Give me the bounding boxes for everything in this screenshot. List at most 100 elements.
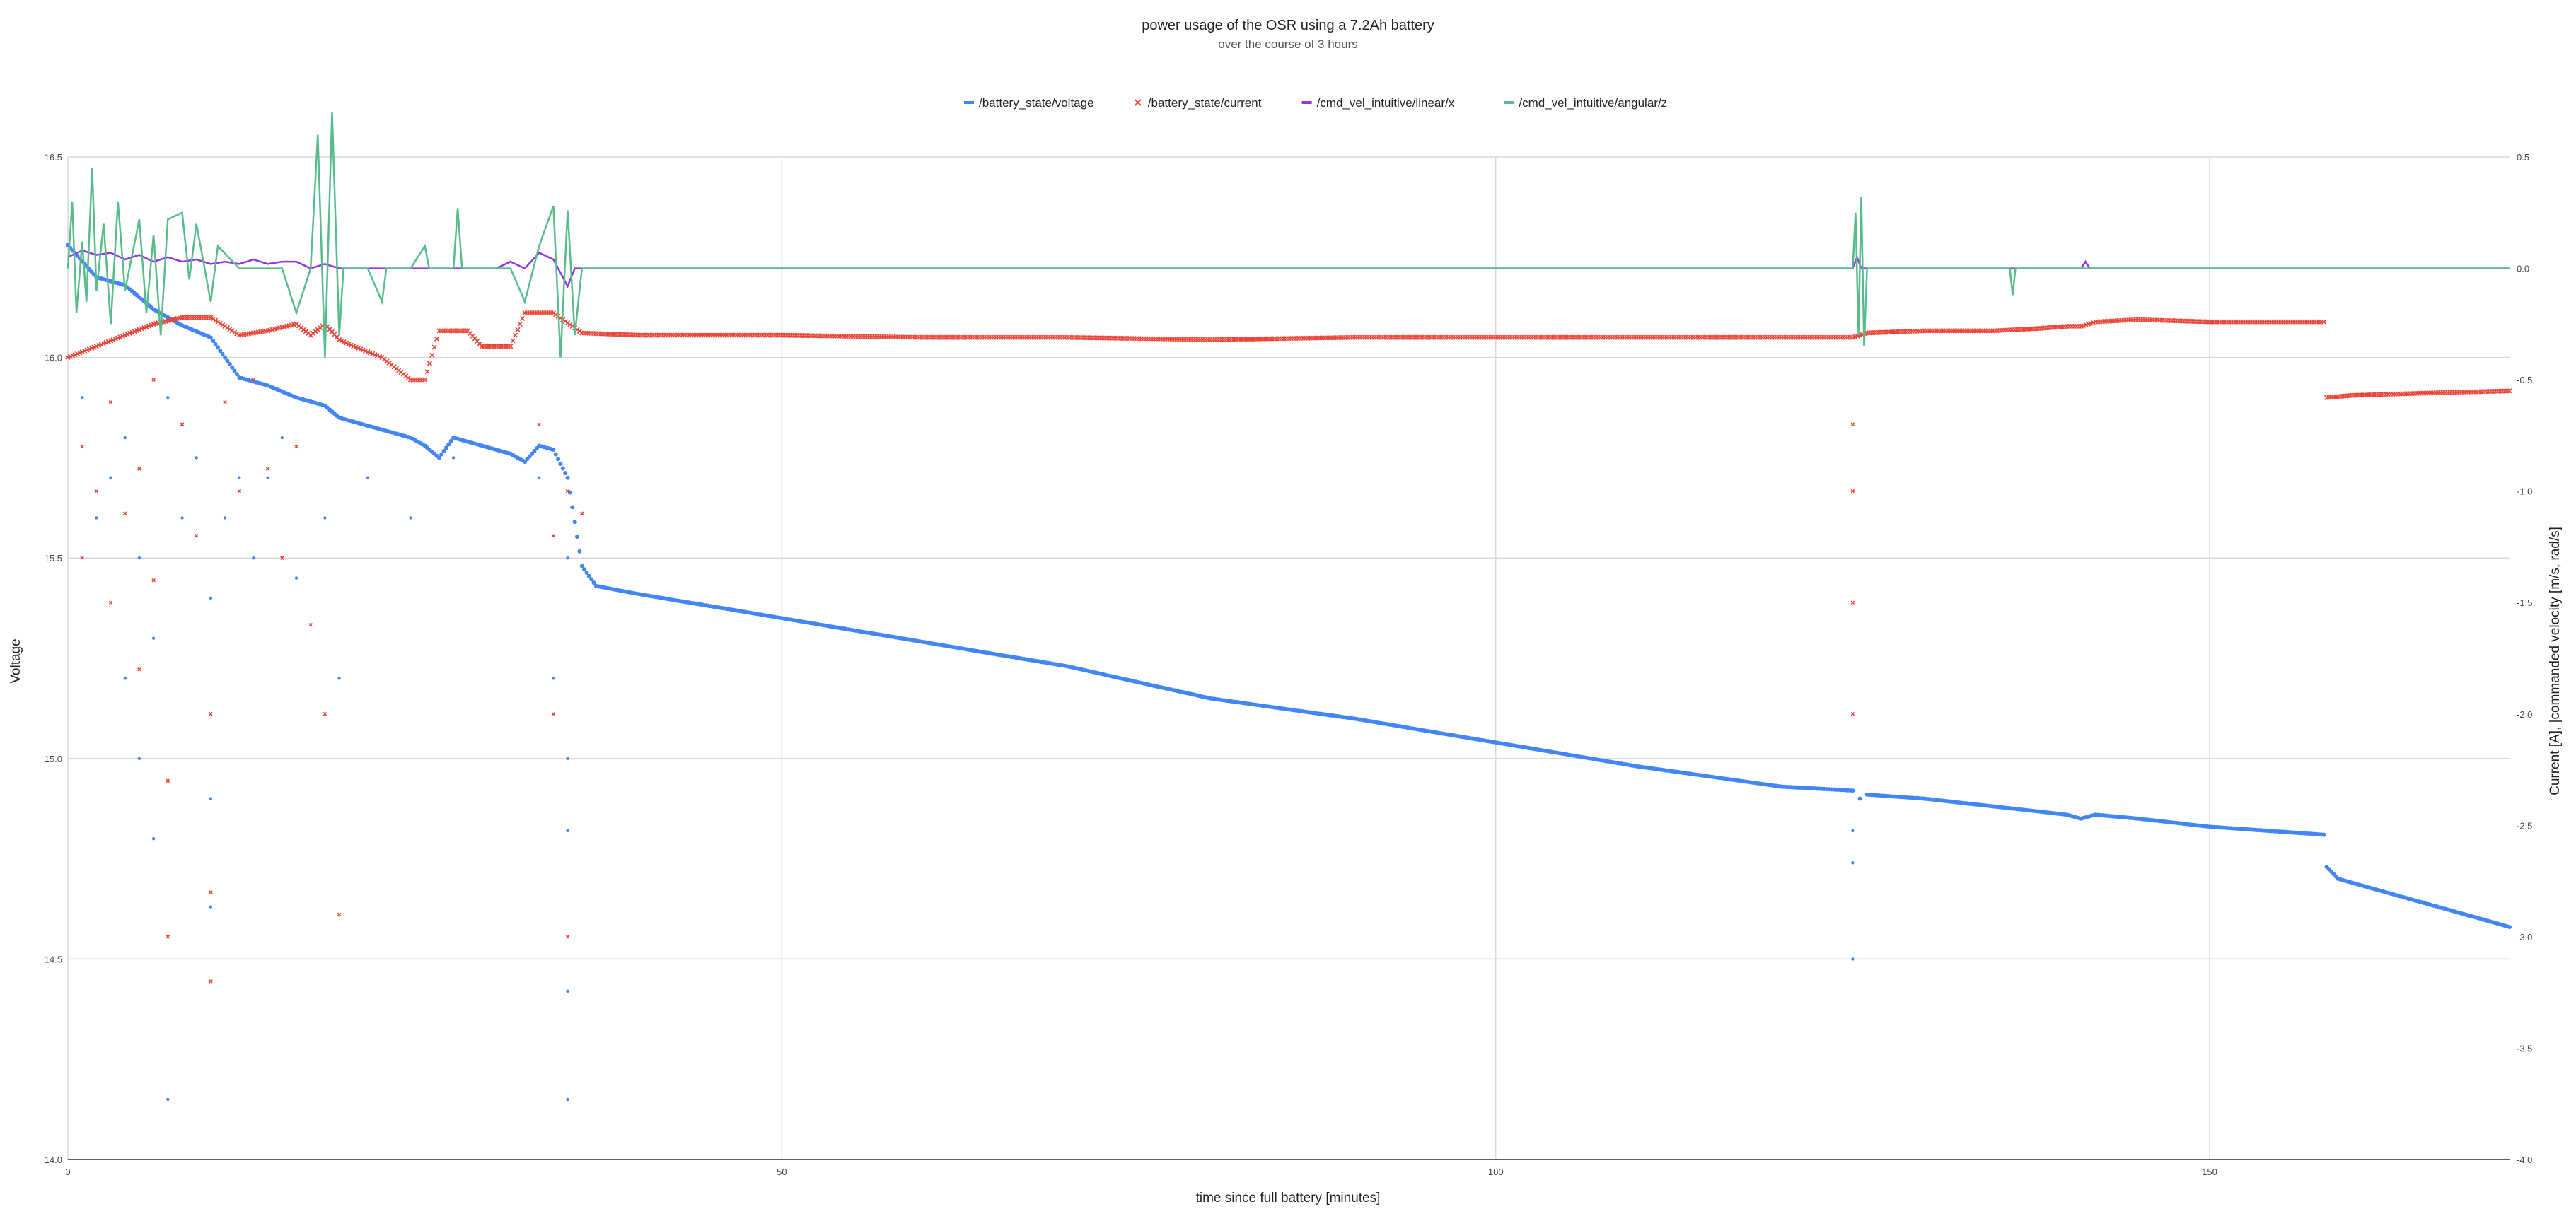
data-point [510,338,516,344]
data-point [80,556,84,560]
data-point [209,712,213,716]
data-point [448,438,453,443]
data-point [566,757,569,761]
data-point [323,516,327,520]
data-point [209,596,213,600]
data-point [512,332,518,338]
legend-label: /cmd_vel_intuitive/angular/z [1519,96,1667,110]
data-point [429,352,435,358]
data-point [558,461,563,466]
chart-title: power usage of the OSR using a 7.2Ah bat… [1142,18,1434,33]
y-axis-right-label: Current [A], |commanded velocity [m/s, r… [2548,527,2563,795]
data-point [434,336,440,342]
data-point [308,622,313,627]
y-left-tick-label: 14.5 [45,954,62,964]
data-point [137,757,141,761]
series-0 [66,243,2512,1102]
data-point [537,422,541,426]
data-point [209,979,213,984]
data-point [80,396,84,399]
y-right-tick-label: -0.5 [2517,375,2532,385]
x-tick-label: 100 [1488,1167,1504,1177]
y-left-tick-label: 14.0 [45,1155,62,1165]
legend-item: /battery_state/voltage [964,96,1094,110]
y-right-tick-label: -2.5 [2517,820,2532,831]
legend-label: /cmd_vel_intuitive/linear/x [1317,96,1455,110]
data-point [166,1097,170,1102]
data-point [151,378,156,382]
legend-item: /cmd_vel_intuitive/angular/z [1504,96,1667,110]
data-point [223,399,227,404]
data-point [122,511,127,515]
data-point [180,516,184,520]
data-point [231,329,238,335]
data-point [210,316,216,322]
data-point [589,577,594,582]
y-right-tick-label: -3.0 [2517,932,2532,942]
data-point [431,344,437,350]
gridlines [67,156,2510,1160]
data-point [266,476,269,479]
data-point [211,338,216,343]
data-point [520,315,526,322]
data-point [1851,829,1855,833]
data-point [180,422,185,426]
x-tick-label: 50 [777,1167,787,1177]
data-point [1857,796,1862,801]
data-point [422,377,428,383]
data-point [563,471,568,476]
data-point [252,556,255,560]
data-point [223,355,228,360]
data-point [537,476,541,479]
legend: /battery_state/voltage/battery_state/cur… [964,96,1667,110]
data-point [227,362,232,367]
y-right-tick-label: -1.5 [2517,597,2532,608]
data-point [567,490,572,495]
data-point [577,549,582,554]
data-point [215,345,220,350]
data-point [137,667,141,672]
data-point [560,466,565,471]
data-point [137,556,141,560]
data-point [108,600,113,605]
data-point [552,677,555,680]
data-point [1850,600,1855,605]
data-point [366,476,370,479]
series-1 [65,310,2512,984]
data-point [409,516,412,520]
data-point [551,712,556,716]
legend-label: /battery_state/current [1148,96,1262,110]
data-point [234,372,239,377]
legend-marker [1135,99,1142,106]
y-right-tick-label: 0.0 [2517,264,2529,274]
data-point [436,455,441,460]
y-right-tick-label: -1.0 [2517,486,2532,497]
data-point [451,456,456,460]
data-point [424,368,430,375]
data-point [166,396,170,399]
data-point [209,905,213,909]
y-right-tick-label: -2.0 [2517,709,2532,720]
data-point [2507,925,2512,930]
data-point [208,315,214,320]
x-tick-label: 150 [2202,1167,2217,1177]
data-point [108,399,113,404]
data-point [566,556,569,560]
data-point [508,344,514,349]
data-point [123,436,127,440]
data-point [1850,788,1855,793]
chart-subtitle: over the course of 3 hours [1218,37,1358,51]
data-point [195,456,198,460]
data-point [566,829,569,833]
data-point [591,580,596,585]
data-point [565,489,570,494]
data-point [446,442,451,447]
data-point [217,320,223,326]
data-point [2321,319,2327,325]
data-point [194,533,199,538]
y-left-tick-label: 16.0 [45,353,62,363]
data-point [151,578,156,583]
data-point [565,475,570,480]
plot-area [65,112,2512,1102]
